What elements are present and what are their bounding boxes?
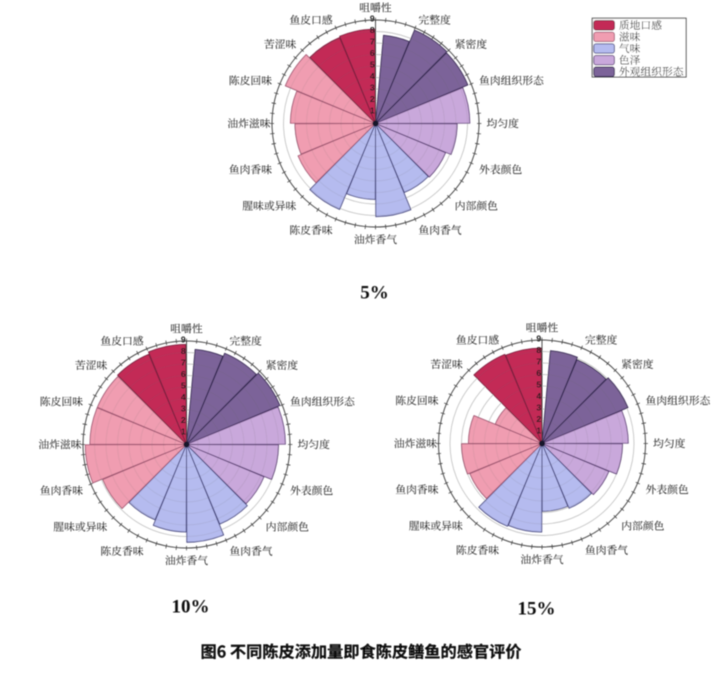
- svg-text:4: 4: [181, 392, 186, 402]
- svg-text:8: 8: [536, 345, 541, 355]
- svg-text:5: 5: [370, 60, 375, 70]
- svg-text:1: 1: [370, 106, 375, 116]
- svg-text:2: 2: [536, 414, 541, 424]
- svg-text:6: 6: [536, 368, 541, 378]
- svg-text:5: 5: [536, 380, 541, 390]
- svg-text:3: 3: [536, 403, 541, 413]
- svg-text:8: 8: [181, 346, 186, 356]
- svg-text:6: 6: [181, 369, 186, 379]
- svg-text:15%: 15%: [518, 599, 556, 620]
- svg-text:10%: 10%: [172, 597, 210, 618]
- svg-text:8: 8: [370, 25, 375, 35]
- svg-text:9: 9: [536, 334, 541, 344]
- svg-text:5: 5: [181, 381, 186, 391]
- svg-text:7: 7: [370, 37, 375, 47]
- svg-text:9: 9: [181, 335, 186, 345]
- svg-text:1: 1: [181, 427, 186, 437]
- svg-text:4: 4: [370, 71, 375, 81]
- svg-text:3: 3: [181, 404, 186, 414]
- svg-text:6: 6: [370, 48, 375, 58]
- svg-text:2: 2: [181, 415, 186, 425]
- svg-text:5%: 5%: [360, 283, 389, 304]
- svg-text:3: 3: [370, 83, 375, 93]
- svg-text:4: 4: [536, 391, 541, 401]
- svg-text:9: 9: [370, 14, 375, 24]
- svg-text:7: 7: [181, 358, 186, 368]
- svg-text:7: 7: [536, 357, 541, 367]
- svg-text:1: 1: [536, 426, 541, 436]
- svg-text:2: 2: [370, 94, 375, 104]
